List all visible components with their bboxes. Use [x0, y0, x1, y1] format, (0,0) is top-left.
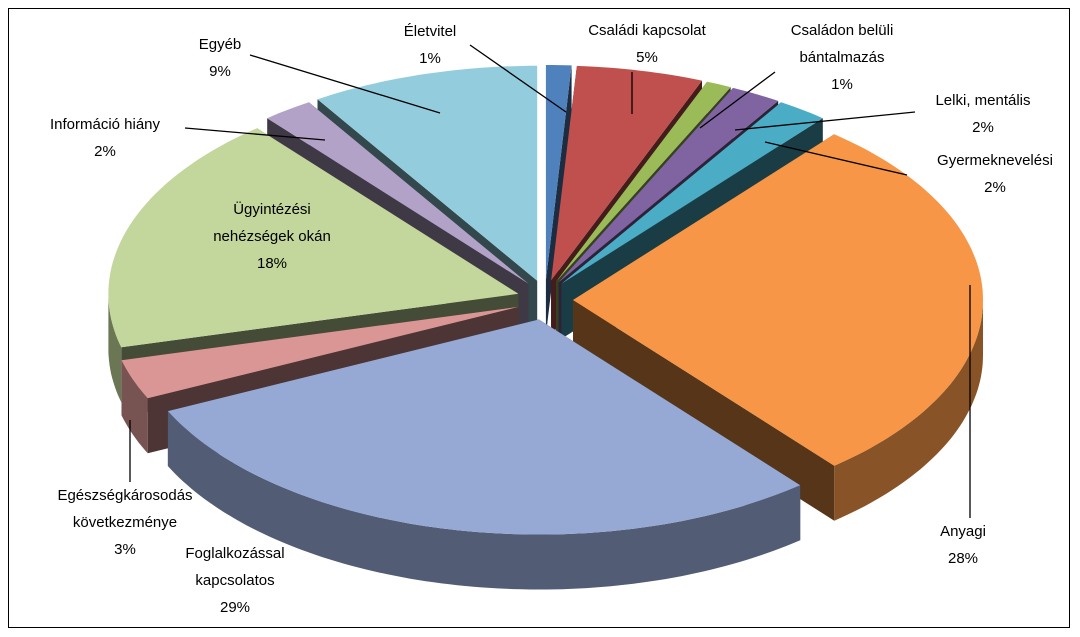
category-label: Információ hiány [49, 116, 161, 133]
slice [317, 65, 538, 281]
slice [556, 81, 731, 282]
chart-frame [8, 8, 1070, 628]
data-label: Információ hiány 2% [15, 111, 195, 165]
value-label: 29% [219, 599, 251, 616]
slice [551, 65, 702, 281]
category-label: Családi kapcsolat [588, 22, 706, 39]
leader-line [734, 111, 916, 131]
slice-side [834, 300, 983, 521]
slice-side [121, 306, 519, 416]
slice [121, 306, 519, 399]
slice [545, 65, 572, 280]
data-label: Családi kapcsolat 5% [557, 17, 737, 71]
category-label: Egészségkárosodás következménye [57, 487, 193, 531]
category-label: Egyéb [198, 36, 242, 53]
category-label: Családon belüli bántalmazás [790, 22, 894, 66]
data-label: Életvitel 1% [370, 18, 490, 72]
value-label: 1% [831, 76, 853, 93]
category-label: Lelki, mentális [935, 92, 1031, 109]
data-label: Egészségkárosodás következménye 3% [25, 482, 225, 563]
slice-side [167, 411, 801, 590]
data-label: Családon belüli bántalmazás 1% [767, 17, 917, 98]
data-label: Gyermeknevelési 2% [920, 147, 1070, 201]
slice [573, 134, 983, 466]
slice [561, 102, 823, 284]
data-label: Egyéb 9% [160, 31, 280, 85]
value-label: 18% [256, 255, 288, 272]
value-label: 1% [419, 50, 441, 67]
value-label: 28% [947, 550, 979, 567]
category-label: Életvitel [403, 23, 457, 40]
leader-line [249, 54, 441, 114]
slice [558, 87, 779, 283]
data-label: Foglalkozással kapcsolatos 29% [150, 540, 320, 621]
leader-line [764, 141, 908, 176]
category-label: Ügyintézési nehézségek okán [213, 201, 331, 245]
data-label: Lelki, mentális 2% [908, 87, 1058, 141]
category-label: Foglalkozással kapcsolatos [185, 545, 285, 589]
data-label: Ügyintézési nehézségek okán 18% [197, 196, 347, 277]
value-label: 2% [94, 143, 116, 160]
data-label: Anyagi 28% [903, 518, 1023, 572]
value-label: 2% [984, 179, 1006, 196]
slice [167, 319, 801, 535]
value-label: 9% [209, 63, 231, 80]
value-label: 3% [114, 541, 136, 558]
leader-line [469, 44, 567, 113]
value-label: 2% [972, 119, 994, 136]
leader-line [184, 127, 326, 141]
value-label: 5% [636, 49, 658, 66]
slice [267, 102, 529, 284]
slice-side [545, 65, 572, 336]
leader-line [699, 71, 776, 129]
slice [108, 128, 519, 348]
category-label: Anyagi [940, 523, 986, 540]
category-label: Gyermeknevelési [937, 152, 1053, 169]
slice-side [108, 293, 122, 403]
slice-side [121, 360, 148, 454]
